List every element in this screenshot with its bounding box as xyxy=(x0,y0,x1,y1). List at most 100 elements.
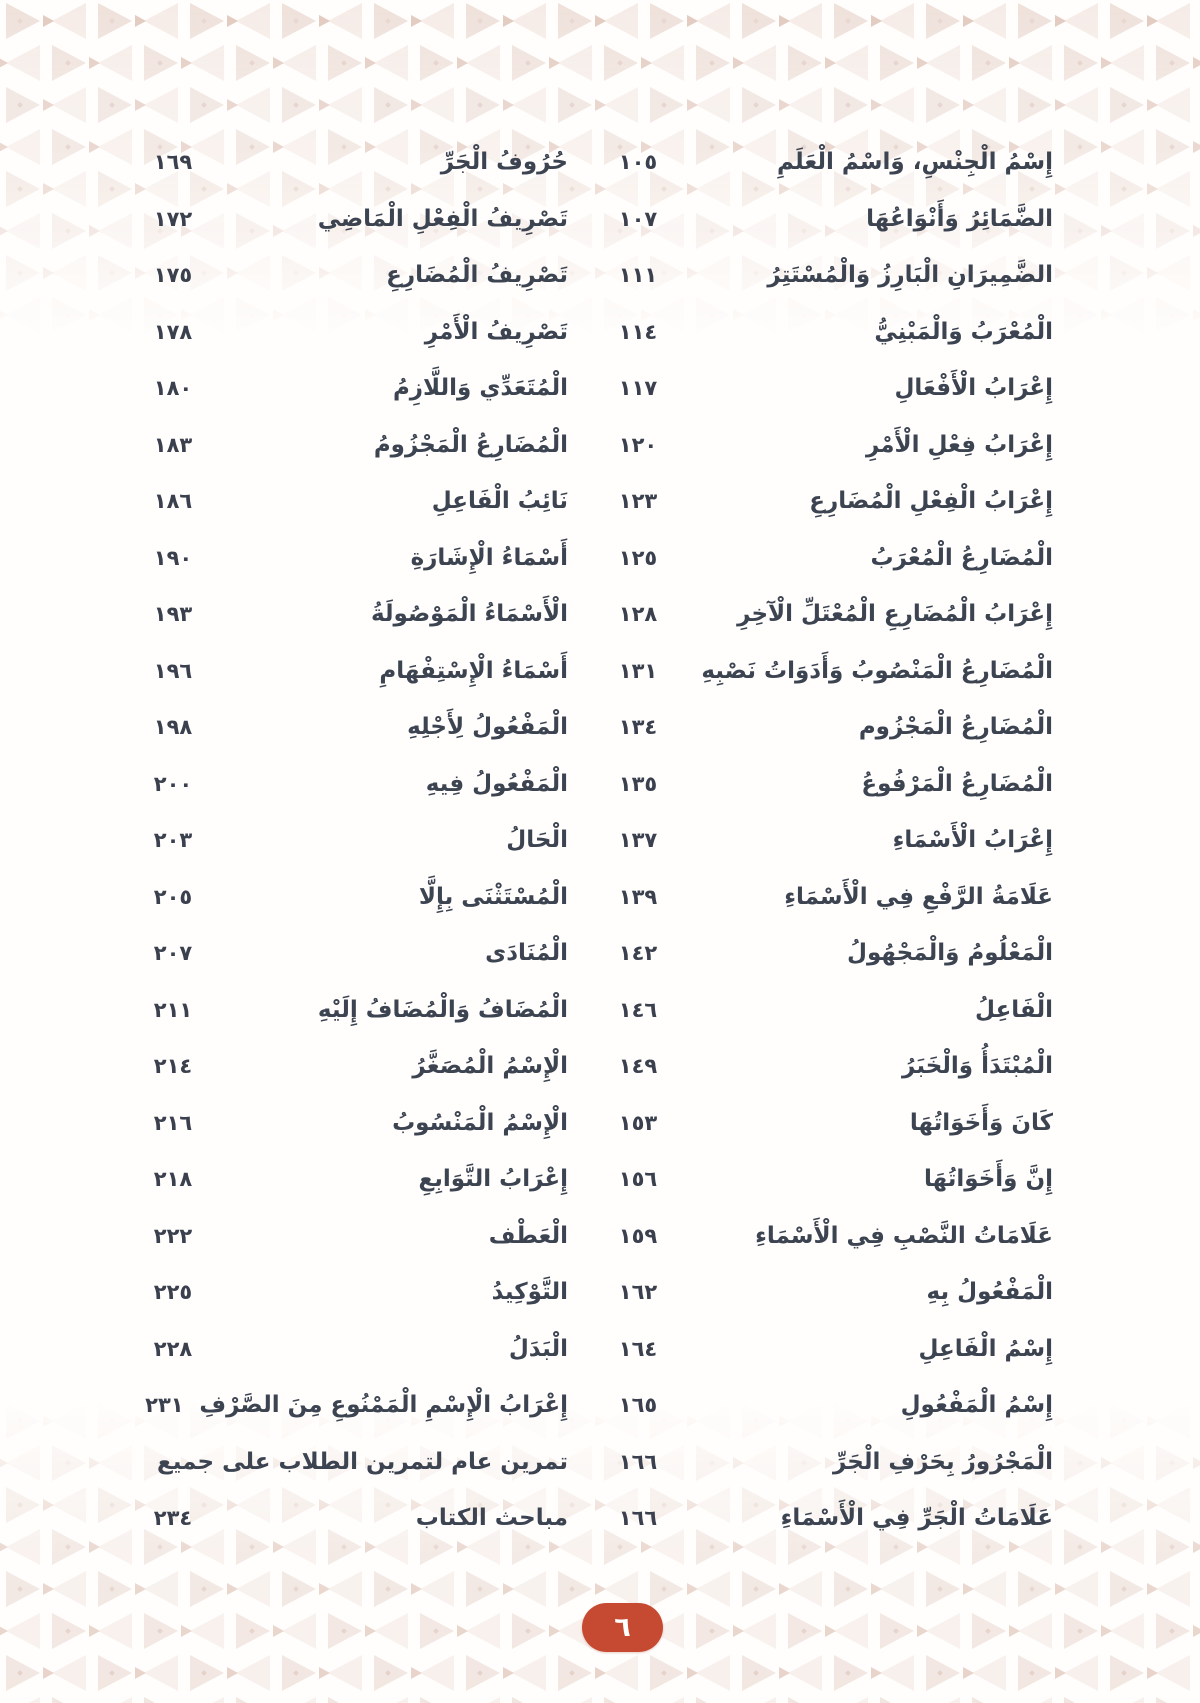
toc-entry: الْبَدَلُ ٢٢٨ xyxy=(138,1321,568,1378)
toc-entry: إِسْمُ الْفَاعِلِ ١٦٤ xyxy=(578,1321,1053,1378)
toc-entry: حُرُوفُ الْجَرِّ ١٦٩ xyxy=(138,134,568,191)
toc-entry: إِعْرَابُ فِعْلِ الْأَمْرِ ١٢٠ xyxy=(578,417,1053,474)
toc-entry: تَصْرِيفُ الْأَمْرِ ١٧٨ xyxy=(138,304,568,361)
toc-entry: الْمَعْلُومُ وَالْمَجْهُولُ ١٤٢ xyxy=(578,925,1053,982)
toc-entry-page-number: ١٨٣ xyxy=(153,432,193,457)
toc-entry-title: تَصْرِيفُ الْمُضَارِعِ xyxy=(386,262,568,289)
toc-entry-page-number: ١٢٨ xyxy=(618,602,658,627)
toc-entry: إِعْرَابُ التَّوَابِعِ ٢١٨ xyxy=(138,1151,568,1208)
toc-entry: الْمُضَارِعُ الْمَجْزُومُ ١٨٣ xyxy=(138,417,568,474)
toc-entry: كَانَ وَأَخَوَاتُهَا ١٥٣ xyxy=(578,1095,1053,1152)
toc-entry-page-number: ١٩٣ xyxy=(153,602,193,627)
toc-entry-title: أَسْمَاءُ الْإِشَارَةِ xyxy=(410,544,568,571)
toc-entry: التَّوْكِيدُ ٢٢٥ xyxy=(138,1264,568,1321)
toc-entry: الْمَفْعُولُ بِهِ ١٦٢ xyxy=(578,1264,1053,1321)
toc-entry-page-number: ١٧٢ xyxy=(153,206,193,231)
toc-entry: الْفَاعِلُ ١٤٦ xyxy=(578,982,1053,1039)
toc-entry-title: تمرين عام لتمرين الطلاب على جميع xyxy=(157,1448,568,1475)
toc-entry: الْمُضَارِعُ الْمَرْفُوعُ ١٣٥ xyxy=(578,756,1053,813)
toc-entry-page-number: ١٢٠ xyxy=(618,432,658,457)
toc-entry-title: الْمَفْعُولُ لِأَجْلِهِ xyxy=(407,714,568,741)
toc-entry-title: الْمُضَارِعُ الْمَجْزُوم xyxy=(858,714,1053,741)
toc-entry-page-number: ١٩٠ xyxy=(153,545,193,570)
toc-entry-page-number: ١٤٦ xyxy=(618,997,658,1022)
page-number: ٦ xyxy=(614,1612,631,1643)
toc-entry-title: أَسْمَاءُ الْإِسْتِفْهَامِ xyxy=(379,657,568,684)
toc-entry: أَسْمَاءُ الْإِشَارَةِ ١٩٠ xyxy=(138,530,568,587)
toc-entry-page-number: ٢٠٠ xyxy=(153,771,193,796)
toc-entry-title: الْإِسْمُ الْمُصَغَّرُ xyxy=(412,1053,568,1080)
toc-entry: إِسْمُ الْجِنْسِ، وَاسْمُ الْعَلَمِ ١٠٥ xyxy=(578,134,1053,191)
toc-entry-title: إِسْمُ الْفَاعِلِ xyxy=(918,1335,1054,1362)
toc-entry-title: الْمَفْعُولُ بِهِ xyxy=(926,1279,1053,1306)
toc-entry-page-number: ٢١٦ xyxy=(153,1110,193,1135)
toc-entry-page-number: ١٨٠ xyxy=(153,376,193,401)
toc-entry-page-number: ١٠٥ xyxy=(618,150,658,175)
toc-entry-title: عَلَامَاتُ النَّصْبِ فِي الْأَسْمَاءِ xyxy=(755,1222,1053,1249)
toc-entry-page-number: ٢٢٢ xyxy=(153,1223,193,1248)
toc-entry-title: الْمُنَادَى xyxy=(485,940,568,967)
toc-entry: تَصْرِيفُ الْمُضَارِعِ ١٧٥ xyxy=(138,247,568,304)
toc-entry-title: الْمُسْتَثْنَى بِإِلَّا xyxy=(418,883,568,910)
toc-entry: الْمُتَعَدِّي وَاللَّازِمُ ١٨٠ xyxy=(138,360,568,417)
toc-entry: تَصْرِيفُ الْفِعْلِ الْمَاضِي ١٧٢ xyxy=(138,191,568,248)
toc-entry: الْمُسْتَثْنَى بِإِلَّا ٢٠٥ xyxy=(138,869,568,926)
toc-entry: الْحَالُ ٢٠٣ xyxy=(138,812,568,869)
toc-entry-title: حُرُوفُ الْجَرِّ xyxy=(440,149,568,176)
toc-entry-page-number: ١٦٩ xyxy=(153,150,193,175)
toc-entry-title: إِعْرَابُ الْإِسْمِ الْمَمْنُوعِ مِنَ ال… xyxy=(199,1392,568,1419)
toc-entry-title: الْمُضَارِعُ الْمَنْصُوبُ وَأَدَوَاتُ نَ… xyxy=(701,657,1053,684)
toc-entry-page-number: ١٥٦ xyxy=(618,1167,658,1192)
toc-entry-title: إِسْمُ الْجِنْسِ، وَاسْمُ الْعَلَمِ xyxy=(776,149,1053,176)
toc-entry: الْمَجْرُورُ بِحَرْفِ الْجَرِّ ١٦٦ xyxy=(578,1434,1053,1491)
toc-entry-page-number: ١٩٨ xyxy=(153,715,193,740)
toc-column-left: حُرُوفُ الْجَرِّ ١٦٩ تَصْرِيفُ الْفِعْلِ… xyxy=(138,134,568,1547)
toc-entry-page-number: ١٣٥ xyxy=(618,771,658,796)
toc-entry: الْمَفْعُولُ لِأَجْلِهِ ١٩٨ xyxy=(138,699,568,756)
toc-entry-title: الْمُبْتَدَأُ وَالْخَبَرُ xyxy=(902,1053,1053,1080)
toc-column-right: إِسْمُ الْجِنْسِ، وَاسْمُ الْعَلَمِ ١٠٥ … xyxy=(578,134,1053,1547)
toc-entry-page-number: ١١١ xyxy=(618,263,658,288)
toc-entry: أَسْمَاءُ الْإِسْتِفْهَامِ ١٩٦ xyxy=(138,643,568,700)
toc-entry: الضَّمَائِرُ وَأَنْوَاعُهَا ١٠٧ xyxy=(578,191,1053,248)
toc-entry-page-number: ٢٢٥ xyxy=(153,1280,193,1305)
toc-entry-page-number: ١٢٣ xyxy=(618,489,658,514)
toc-entry-title: إِسْمُ الْمَفْعُولِ xyxy=(900,1392,1053,1419)
toc-entry: إِعْرَابُ الْأَسْمَاءِ ١٣٧ xyxy=(578,812,1053,869)
toc-entry-page-number: ١٣١ xyxy=(618,658,658,683)
toc-entry: إِعْرَابُ الْأَفْعَالِ ١١٧ xyxy=(578,360,1053,417)
toc-entry: إِعْرَابُ الْفِعْلِ الْمُضَارِعِ ١٢٣ xyxy=(578,473,1053,530)
toc-entry-title: الْحَالُ xyxy=(506,827,568,854)
toc-entry: تمرين عام لتمرين الطلاب على جميع xyxy=(138,1434,568,1491)
toc-entry-title: الْبَدَلُ xyxy=(508,1335,568,1362)
toc-entry-page-number: ١٩٦ xyxy=(153,658,193,683)
toc-entry-title: إِعْرَابُ الْفِعْلِ الْمُضَارِعِ xyxy=(809,488,1053,515)
toc-entry: الْمُضَافُ وَالْمُضَافُ إِلَيْهِ ٢١١ xyxy=(138,982,568,1039)
toc-entry: مباحث الكتاب ٢٣٤ xyxy=(138,1490,568,1547)
page-number-badge: ٦ xyxy=(582,1603,663,1652)
toc-entry-title: الْإِسْمُ الْمَنْسُوبُ xyxy=(392,1109,568,1136)
toc-entry-title: الْمُضَارِعُ الْمَرْفُوعُ xyxy=(861,770,1053,797)
toc-entry-title: الْمَجْرُورُ بِحَرْفِ الْجَرِّ xyxy=(832,1448,1053,1475)
toc-entry: إِعْرَابُ الْإِسْمِ الْمَمْنُوعِ مِنَ ال… xyxy=(138,1377,568,1434)
toc-entry-page-number: ١٦٦ xyxy=(618,1449,658,1474)
toc-entry-title: إِنَّ وَأَخَوَاتُهَا xyxy=(923,1166,1053,1193)
toc-entry-page-number: ٢٠٥ xyxy=(153,884,193,909)
toc-entry: عَلَامَاتُ النَّصْبِ فِي الْأَسْمَاءِ ١٥… xyxy=(578,1208,1053,1265)
toc-entry: الْعَطْف ٢٢٢ xyxy=(138,1208,568,1265)
toc-entry: عَلَامَاتُ الْجَرِّ فِي الْأَسْمَاءِ ١٦٦ xyxy=(578,1490,1053,1547)
toc-entry-title: الْعَطْف xyxy=(488,1222,568,1249)
toc-entry-title: إِعْرَابُ فِعْلِ الْأَمْرِ xyxy=(865,431,1053,458)
toc-entry-page-number: ١٧٨ xyxy=(153,319,193,344)
toc-entry-page-number: ١٤٩ xyxy=(618,1054,658,1079)
toc-entry-page-number: ١٦٢ xyxy=(618,1280,658,1305)
toc-entry-title: الضَّمِيرَانِ الْبَارِزُ وَالْمُسْتَتِرُ xyxy=(767,262,1053,289)
toc-entry-title: إِعْرَابُ التَّوَابِعِ xyxy=(418,1166,568,1193)
toc-entry-title: الْأَسْمَاءُ الْمَوْصُولَةُ xyxy=(370,601,568,628)
toc-entry-page-number: ١٥٩ xyxy=(618,1223,658,1248)
toc-entry-title: الْمُضَافُ وَالْمُضَافُ إِلَيْهِ xyxy=(317,996,568,1023)
toc-entry-page-number: ١٣٩ xyxy=(618,884,658,909)
toc-entry: الْمُعْرَبُ وَالْمَبْنِيُّ ١١٤ xyxy=(578,304,1053,361)
toc-entry-page-number: ٢٣٤ xyxy=(153,1506,193,1531)
